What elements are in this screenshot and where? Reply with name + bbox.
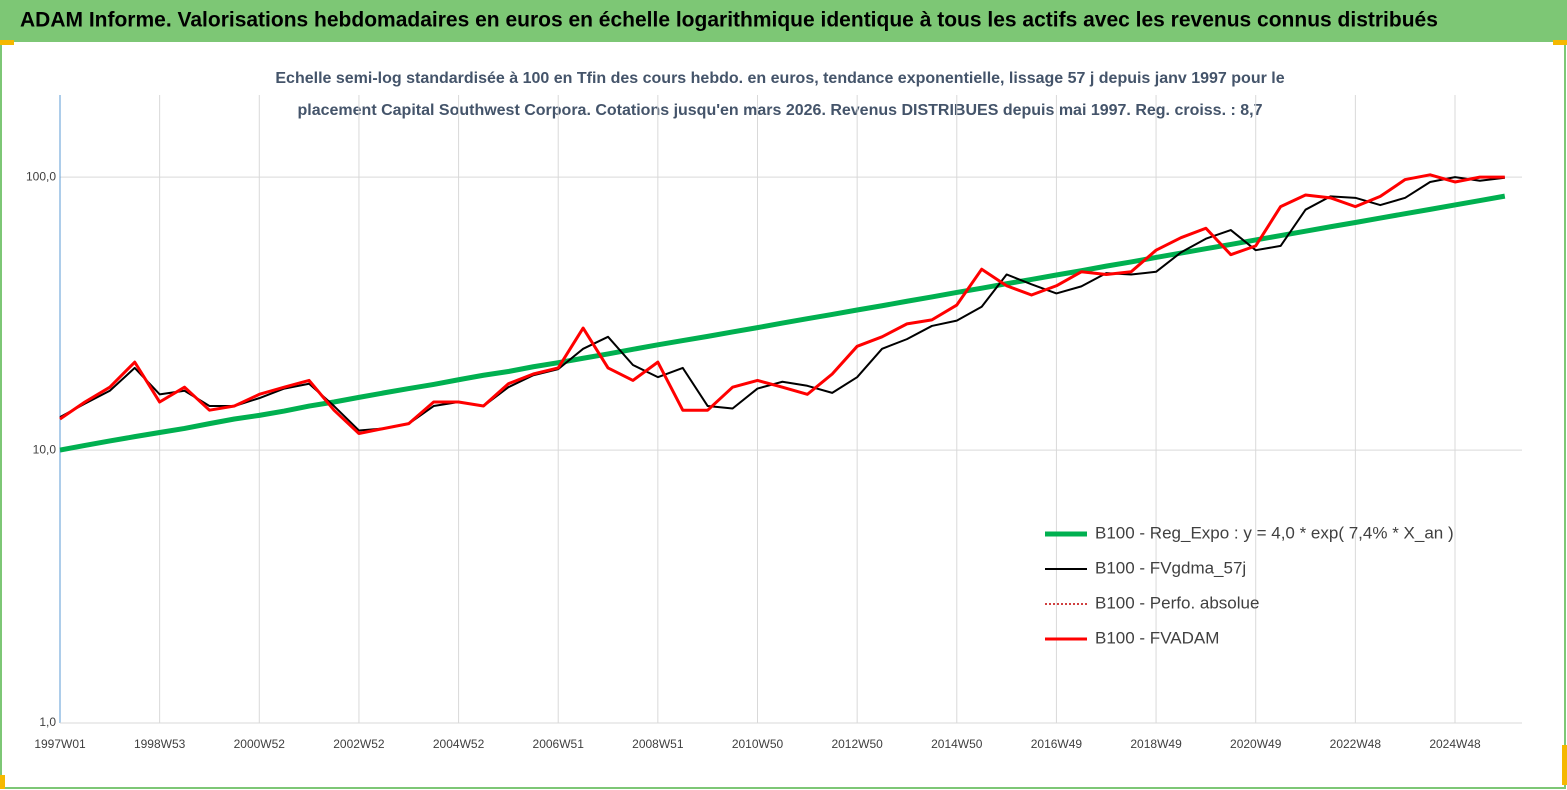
chart-title: Echelle semi-log standardisée à 100 en T… <box>275 70 1284 87</box>
x-tick-label: 2006W51 <box>533 737 585 751</box>
x-tick-label: 2004W52 <box>433 737 485 751</box>
x-tick-label: 2000W52 <box>234 737 286 751</box>
legend-label: B100 - Reg_Expo : y = 4,0 * exp( 7,4% * … <box>1095 523 1454 542</box>
x-tick-label: 2008W51 <box>632 737 684 751</box>
corner <box>1553 40 1567 45</box>
x-tick-label: 2024W48 <box>1429 737 1481 751</box>
x-tick-label: 2022W48 <box>1330 737 1382 751</box>
y-tick-label: 10,0 <box>33 442 57 456</box>
legend-label: B100 - FVgdma_57j <box>1095 558 1246 577</box>
corner <box>0 775 5 789</box>
frame <box>0 40 1566 789</box>
header-bar <box>0 0 1567 40</box>
y-tick-label: 1,0 <box>39 715 56 729</box>
x-tick-label: 2012W50 <box>831 737 883 751</box>
x-tick-label: 2016W49 <box>1031 737 1083 751</box>
corner <box>0 40 14 45</box>
series-line <box>59 193 1506 453</box>
y-tick-label: 100,0 <box>26 169 56 183</box>
x-tick-label: 2010W50 <box>732 737 784 751</box>
series-line <box>59 173 1505 436</box>
x-tick-label: 2018W49 <box>1130 737 1182 751</box>
legend-label: B100 - FVADAM <box>1095 628 1219 647</box>
x-tick-label: 2014W50 <box>931 737 983 751</box>
x-tick-label: 2020W49 <box>1230 737 1282 751</box>
x-tick-label: 1997W01 <box>34 737 86 751</box>
header: ADAM Informe. Valorisations hebdomadaire… <box>20 9 1438 32</box>
chart-title: placement Capital Southwest Corpora. Cot… <box>298 102 1263 119</box>
x-tick-label: 2002W52 <box>333 737 385 751</box>
legend-label: B100 - Perfo. absolue <box>1095 593 1259 612</box>
series-line <box>59 176 1505 432</box>
x-tick-label: 1998W53 <box>134 737 186 751</box>
corner <box>1562 745 1567 785</box>
